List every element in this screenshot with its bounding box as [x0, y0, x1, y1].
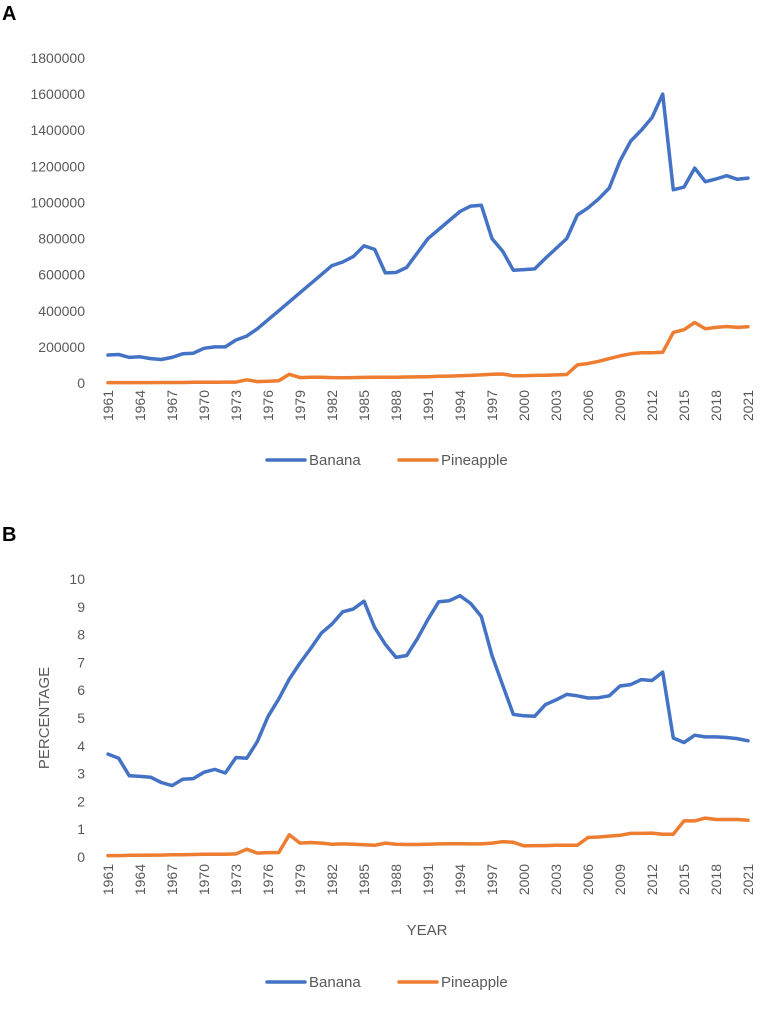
x-tick-label: 2012 [644, 864, 660, 895]
x-tick-label: 1973 [228, 390, 244, 421]
x-tick-label: 1994 [452, 864, 468, 895]
y-tick-label: 400000 [38, 303, 85, 319]
x-tick-label: 1985 [356, 864, 372, 895]
x-tick-label: 1976 [260, 390, 276, 421]
panel-b-x-axis-title: YEAR [407, 922, 448, 939]
legend-item-pineapple: Pineapple [397, 974, 508, 991]
y-tick-label: 600000 [38, 267, 85, 283]
x-tick-label: 1991 [420, 864, 436, 895]
x-tick-label: 1994 [452, 390, 468, 421]
x-tick-label: 2015 [676, 864, 692, 895]
x-tick-label: 1985 [356, 390, 372, 421]
legend-label: Pineapple [441, 452, 508, 469]
y-tick-label: 0 [77, 849, 85, 865]
y-tick-label: 8 [77, 627, 85, 643]
x-tick-label: 2006 [580, 390, 596, 421]
y-tick-label: 9 [77, 599, 85, 615]
y-tick-label: 1200000 [30, 158, 85, 174]
series-line-banana [106, 92, 750, 362]
y-tick-label: 800000 [38, 231, 85, 247]
x-tick-label: 1997 [484, 864, 500, 895]
x-tick-label: 2000 [516, 864, 532, 895]
y-tick-label: 1400000 [30, 122, 85, 138]
y-tick-label: 1000000 [30, 194, 85, 210]
legend-item-banana: Banana [265, 452, 361, 469]
legend-label: Banana [309, 452, 361, 469]
panel-a-legend: Banana Pineapple [265, 452, 508, 469]
panel-a-x-axis: 1961 1964 1967 1970 1973 1976 1979 1982 1985 1988… [100, 390, 756, 421]
x-tick-label: 1997 [484, 390, 500, 421]
panel-b-series [106, 593, 750, 858]
y-tick-label: 1600000 [30, 86, 85, 102]
x-tick-label: 2018 [708, 864, 724, 895]
panel-a-label: A [2, 3, 16, 25]
x-tick-label: 1964 [132, 390, 148, 421]
legend-label: Pineapple [441, 974, 508, 991]
x-tick-label: 1964 [132, 864, 148, 895]
x-tick-label: 1976 [260, 864, 276, 895]
panel-b-y-axis: 0 1 2 3 4 5 6 7 8 9 10 [69, 571, 85, 865]
x-tick-label: 2021 [740, 390, 756, 421]
x-tick-label: 1988 [388, 864, 404, 895]
series-line-pineapple [106, 320, 750, 385]
panel-b-y-axis-title: PERCENTAGE [36, 667, 53, 769]
x-tick-label: 2021 [740, 864, 756, 895]
y-tick-label: 7 [77, 654, 85, 670]
x-tick-label: 2018 [708, 390, 724, 421]
panel-a-chart: A 0 200000 400000 600000 800000 1000000 120000… [2, 3, 756, 469]
y-tick-label: 1800000 [30, 50, 85, 66]
y-tick-label: 2 [77, 793, 85, 809]
series-line-banana [106, 593, 750, 788]
panel-b-x-axis: 1961 1964 1967 1970 1973 1976 1979 1982 1985 1988… [100, 864, 756, 895]
panel-a-y-axis: 0 200000 400000 600000 800000 1000000 1200000 1… [30, 50, 85, 391]
legend-item-banana: Banana [265, 974, 361, 991]
x-tick-label: 1973 [228, 864, 244, 895]
legend-item-pineapple: Pineapple [397, 452, 508, 469]
panel-b-label: B [2, 524, 16, 546]
x-tick-label: 1961 [100, 864, 116, 895]
x-tick-label: 2009 [612, 864, 628, 895]
y-tick-label: 200000 [38, 339, 85, 355]
x-tick-label: 2012 [644, 390, 660, 421]
y-tick-label: 0 [77, 375, 85, 391]
x-tick-label: 1991 [420, 390, 436, 421]
x-tick-label: 2015 [676, 390, 692, 421]
x-tick-label: 1982 [324, 864, 340, 895]
x-tick-label: 1967 [164, 864, 180, 895]
y-tick-label: 4 [77, 738, 85, 754]
x-tick-label: 2000 [516, 390, 532, 421]
panel-b-legend: Banana Pineapple [265, 974, 508, 991]
y-tick-label: 10 [69, 571, 85, 587]
y-tick-label: 6 [77, 682, 85, 698]
panel-a-series [106, 92, 750, 385]
x-tick-label: 1970 [196, 390, 212, 421]
x-tick-label: 2009 [612, 390, 628, 421]
x-tick-label: 2003 [548, 390, 564, 421]
x-tick-label: 2006 [580, 864, 596, 895]
x-tick-label: 1988 [388, 390, 404, 421]
x-tick-label: 1970 [196, 864, 212, 895]
x-tick-label: 1979 [292, 864, 308, 895]
y-tick-label: 1 [77, 821, 85, 837]
legend-label: Banana [309, 974, 361, 991]
x-tick-label: 2003 [548, 864, 564, 895]
x-tick-label: 1982 [324, 390, 340, 421]
x-tick-label: 1979 [292, 390, 308, 421]
y-tick-label: 3 [77, 766, 85, 782]
x-tick-label: 1967 [164, 390, 180, 421]
series-line-pineapple [106, 816, 750, 858]
y-tick-label: 5 [77, 710, 85, 726]
x-tick-label: 1961 [100, 390, 116, 421]
